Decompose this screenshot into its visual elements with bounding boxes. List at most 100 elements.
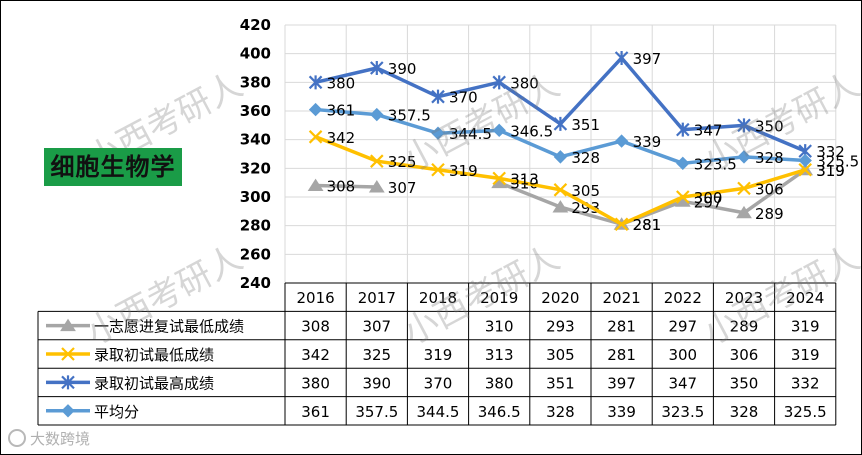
data-label: 351 — [571, 116, 600, 134]
legend-key — [46, 404, 90, 418]
series-2: 380 390 370 380 351 397 347 350 332 — [308, 50, 845, 161]
data-point — [431, 126, 445, 140]
table-cell-value: 307 — [362, 318, 391, 336]
data-label: 370 — [449, 89, 478, 107]
y-tick-label: 260 — [240, 245, 271, 263]
table-cell-value: 289 — [730, 318, 759, 336]
data-label: 390 — [388, 60, 417, 78]
data-label: 323.5 — [694, 155, 737, 173]
data-label: 300 — [694, 189, 723, 207]
data-point — [676, 190, 690, 204]
y-tick-label: 240 — [240, 274, 271, 292]
table-cell-value: 339 — [607, 403, 636, 421]
data-point — [308, 130, 323, 144]
table-cell-value: 357.5 — [355, 403, 398, 421]
data-point — [492, 171, 506, 186]
y-tick-label: 320 — [240, 159, 271, 177]
data-label: 306 — [755, 180, 784, 198]
table-cell-value: 300 — [668, 346, 697, 364]
table-cell-value: 297 — [668, 318, 697, 336]
data-label: 342 — [327, 129, 356, 147]
data-label: 397 — [633, 50, 662, 68]
table-cell-value: 281 — [607, 346, 636, 364]
table-cell-value: 319 — [424, 346, 453, 364]
legend-label: 平均分 — [94, 403, 139, 421]
legend-key — [46, 318, 90, 332]
data-label: 361 — [327, 102, 356, 120]
table-cell-value: 370 — [424, 374, 453, 392]
data-label: 339 — [633, 133, 662, 151]
data-label: 328 — [571, 149, 600, 167]
x-category-label: 2023 — [725, 289, 763, 307]
data-label: 325.5 — [816, 152, 859, 170]
table-cell-value: 380 — [301, 374, 330, 392]
table-cell-value: 397 — [607, 374, 636, 392]
data-point — [798, 153, 812, 168]
data-point — [370, 61, 384, 75]
table-cell-value: 308 — [301, 318, 330, 336]
table-cell-value: 310 — [485, 318, 514, 336]
table-cell-value: 390 — [362, 374, 391, 392]
data-point — [553, 150, 568, 164]
data-label: 307 — [388, 179, 417, 197]
data-label: 281 — [633, 216, 662, 234]
y-tick-label: 420 — [240, 16, 271, 34]
table-cell-value: 347 — [668, 374, 697, 392]
table-cell-value: 328 — [546, 403, 575, 421]
y-tick-label: 340 — [240, 131, 271, 149]
x-category-label: 2017 — [358, 289, 396, 307]
data-label: 319 — [816, 162, 845, 180]
data-label: 350 — [755, 117, 784, 135]
y-tick-label: 300 — [240, 188, 271, 206]
data-point — [737, 150, 751, 164]
table-cell-value: 319 — [791, 318, 820, 336]
data-point — [552, 200, 569, 213]
series-line — [315, 168, 807, 226]
data-label: 293 — [571, 199, 600, 217]
x-category-label: 2020 — [541, 289, 579, 307]
y-tick-label: 380 — [240, 73, 271, 91]
data-label: 319 — [816, 162, 845, 180]
data-label: 297 — [694, 193, 723, 211]
data-label: 308 — [327, 178, 356, 196]
data-label: 289 — [755, 205, 784, 223]
table-cell-value: 325 — [362, 346, 391, 364]
data-point — [737, 118, 751, 133]
data-point — [736, 205, 752, 219]
data-label: 380 — [327, 74, 356, 92]
data-point — [492, 123, 506, 138]
data-label: 313 — [510, 170, 539, 188]
data-point — [370, 107, 384, 122]
y-tick-label: 400 — [240, 45, 271, 63]
data-point — [431, 89, 445, 104]
data-point — [614, 134, 629, 148]
legend-label: 一志愿进复试最低成绩 — [94, 318, 244, 336]
legend-key — [46, 347, 90, 361]
table-cell-value: 344.5 — [417, 403, 460, 421]
data-label: 281 — [633, 216, 662, 234]
data-label: 347 — [694, 122, 723, 140]
table-cell-value: 306 — [730, 346, 759, 364]
data-point — [60, 318, 76, 332]
data-point — [308, 102, 323, 117]
table-cell-value: 313 — [485, 346, 514, 364]
series-3: 361 357.5 344.5 346.5 328 339 323.5 328 325.5 — [308, 102, 859, 173]
x-category-label: 2021 — [603, 289, 641, 307]
data-label: 305 — [571, 182, 600, 200]
table-cell-value: 281 — [607, 318, 636, 336]
table-cell-value: 323.5 — [661, 403, 704, 421]
table-cell-value: 305 — [546, 346, 575, 364]
table-cell-value: 293 — [546, 318, 575, 336]
legend-label: 录取初试最低成绩 — [94, 346, 214, 364]
table-cell-value: 361 — [301, 403, 330, 421]
data-point — [553, 116, 568, 131]
data-label: 380 — [510, 74, 539, 92]
table-cell-value: 346.5 — [478, 403, 521, 421]
series-1: 342 325 319 313 305 281 300 306 319 — [308, 129, 845, 234]
data-point — [307, 178, 324, 192]
table-cell-value: 342 — [301, 346, 330, 364]
data-label: 344.5 — [449, 125, 492, 143]
